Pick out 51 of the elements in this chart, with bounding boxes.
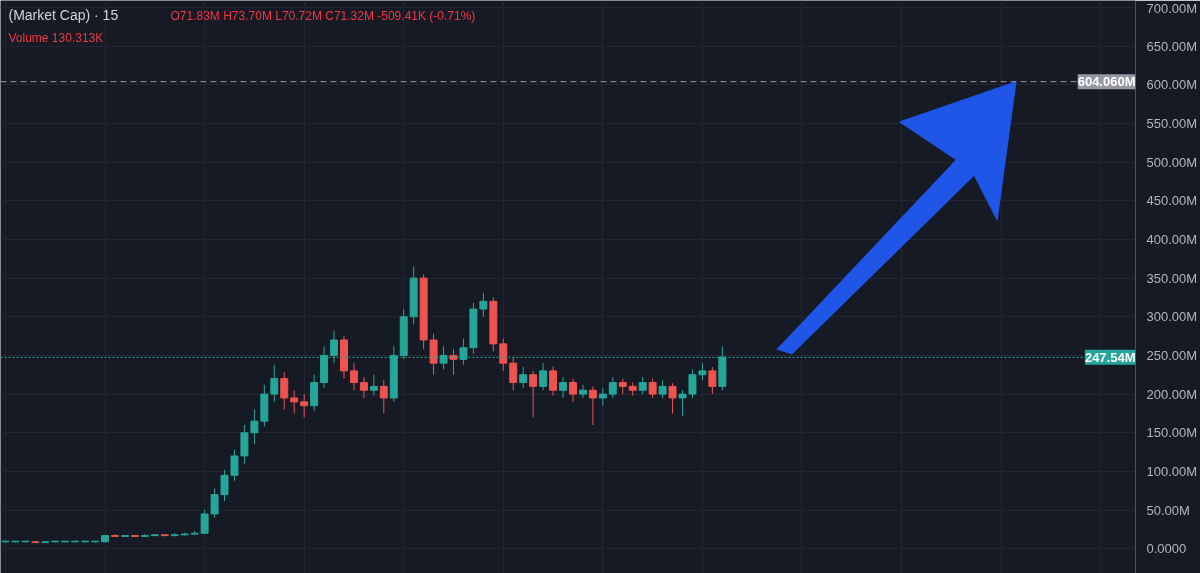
candlestick: [668, 382, 677, 414]
chart-title: (Market Cap) · 15: [8, 6, 119, 23]
candlestick: [310, 374, 319, 412]
candlestick: [280, 371, 289, 411]
candlestick: [588, 385, 597, 426]
y-tick-label: 400.00M: [1146, 231, 1198, 247]
y-tick-label: 700.00M: [1146, 0, 1198, 16]
ref-line-label: 247.54M: [1084, 349, 1136, 365]
candlestick: [230, 449, 239, 482]
y-tick-label: 350.00M: [1146, 270, 1198, 286]
candlestick: [509, 356, 518, 391]
candlestick: [688, 368, 697, 399]
candlestick: [479, 292, 488, 318]
candlestick: [359, 376, 368, 399]
y-tick-label: 100.00M: [1146, 463, 1198, 479]
candlestick: [429, 333, 438, 376]
y-tick-label: 500.00M: [1146, 154, 1198, 170]
candlestick: [270, 364, 279, 403]
candlestick: [549, 365, 558, 397]
candlestick: [369, 374, 378, 397]
candlestick: [349, 362, 358, 391]
y-tick-label: 550.00M: [1146, 115, 1198, 131]
y-tick-label: 650.00M: [1146, 38, 1198, 54]
y-tick-label: 150.00M: [1146, 425, 1198, 441]
candlestick: [559, 376, 568, 399]
candlestick: [379, 379, 388, 414]
candlestick: [449, 348, 458, 376]
candlestick: [568, 378, 577, 403]
y-tick-label: 450.00M: [1146, 193, 1198, 209]
candlestick: [578, 384, 587, 399]
y-tick-label: 600.00M: [1146, 77, 1198, 93]
y-tick-label: 250.00M: [1146, 347, 1198, 363]
candlestick: [529, 370, 538, 418]
candlestick: [519, 366, 528, 389]
annotation: O71.83M H73.70M L70.72M C71.32M -509.41K (-0.71%): [170, 8, 476, 23]
annotation: Volume 130.313K: [8, 30, 104, 45]
y-tick-label: 300.00M: [1146, 309, 1198, 325]
candlestick: [608, 376, 617, 399]
candlestick: [300, 393, 309, 418]
y-tick-label: 200.00M: [1146, 386, 1198, 402]
candlestick: [250, 409, 259, 445]
candlestick: [499, 337, 508, 372]
y-tick-label: 0.0000: [1146, 541, 1187, 557]
candlestick: [539, 362, 548, 391]
candlestick: [678, 389, 687, 417]
candlestick: [648, 378, 657, 399]
candlestick: [290, 389, 299, 414]
ref-line-label: 604.060M: [1077, 74, 1136, 90]
y-tick-label: 50.00M: [1146, 502, 1190, 518]
candlestick: [240, 424, 249, 465]
candlestick: [708, 366, 717, 395]
